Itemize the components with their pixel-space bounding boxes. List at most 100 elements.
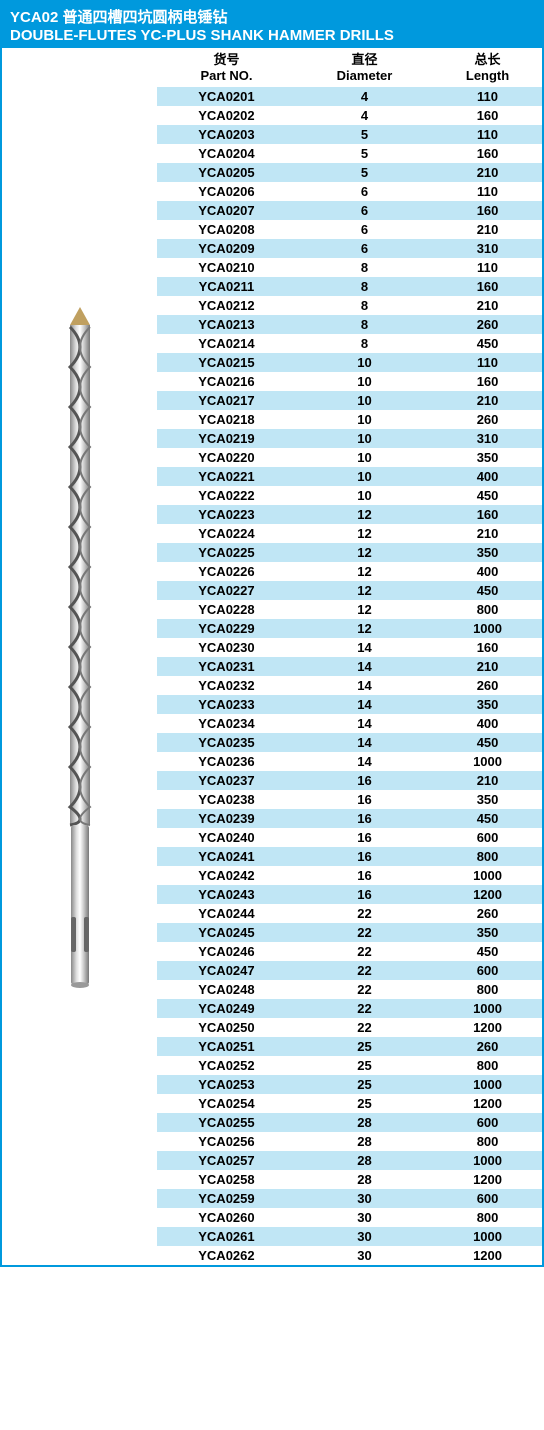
table-row: YCA022312160 (157, 505, 542, 524)
table-row: YCA021710210 (157, 391, 542, 410)
table-cell: 10 (296, 467, 433, 486)
table-cell: 22 (296, 942, 433, 961)
table-cell: YCA0216 (157, 372, 296, 391)
table-cell: 260 (433, 904, 542, 923)
product-spec-container: YCA02 普通四槽四坑圆柄电锤钻 DOUBLE-FLUTES YC-PLUS … (0, 0, 544, 1267)
table-cell: 14 (296, 638, 433, 657)
table-cell: YCA0250 (157, 1018, 296, 1037)
table-cell: YCA0213 (157, 315, 296, 334)
table-row: YCA02024160 (157, 106, 542, 125)
table-cell: 14 (296, 657, 433, 676)
table-cell: 30 (296, 1208, 433, 1227)
table-cell: 160 (433, 638, 542, 657)
table-row: YCA0249221000 (157, 999, 542, 1018)
table-cell: 1000 (433, 1075, 542, 1094)
table-cell: 22 (296, 923, 433, 942)
table-row: YCA02086210 (157, 220, 542, 239)
table-row: YCA022512350 (157, 543, 542, 562)
table-cell: 14 (296, 714, 433, 733)
table-cell: 14 (296, 676, 433, 695)
title-english: DOUBLE-FLUTES YC-PLUS SHANK HAMMER DRILL… (10, 27, 534, 44)
table-cell: 22 (296, 961, 433, 980)
table-cell: YCA0243 (157, 885, 296, 904)
table-cell: 10 (296, 372, 433, 391)
table-cell: YCA0212 (157, 296, 296, 315)
table-cell: YCA0209 (157, 239, 296, 258)
table-cell: 12 (296, 543, 433, 562)
table-row: YCA021910310 (157, 429, 542, 448)
table-cell: 160 (433, 201, 542, 220)
table-row: YCA022010350 (157, 448, 542, 467)
table-row: YCA024722600 (157, 961, 542, 980)
table-row: YCA02035110 (157, 125, 542, 144)
table-row: YCA024116800 (157, 847, 542, 866)
table-cell: 160 (433, 106, 542, 125)
table-row: YCA021610160 (157, 372, 542, 391)
table-row: YCA024622450 (157, 942, 542, 961)
table-row: YCA025528600 (157, 1113, 542, 1132)
table-cell: YCA0259 (157, 1189, 296, 1208)
table-cell: 1000 (433, 1227, 542, 1246)
table-row: YCA022412210 (157, 524, 542, 543)
table-cell: YCA0207 (157, 201, 296, 220)
table-cell: 400 (433, 714, 542, 733)
table-row: YCA02076160 (157, 201, 542, 220)
table-row: YCA0242161000 (157, 866, 542, 885)
table-row: YCA0229121000 (157, 619, 542, 638)
table-cell: 1200 (433, 1094, 542, 1113)
table-row: YCA0243161200 (157, 885, 542, 904)
table-row: YCA024822800 (157, 980, 542, 999)
table-cell: 10 (296, 391, 433, 410)
table-cell: YCA0206 (157, 182, 296, 201)
table-cell: 110 (433, 125, 542, 144)
table-cell: 16 (296, 809, 433, 828)
table-row: YCA02045160 (157, 144, 542, 163)
table-cell: 5 (296, 144, 433, 163)
table-cell: YCA0246 (157, 942, 296, 961)
table-cell: YCA0260 (157, 1208, 296, 1227)
column-header: 货号Part NO. (157, 48, 296, 87)
table-cell: 800 (433, 847, 542, 866)
table-cell: 6 (296, 220, 433, 239)
table-cell: 16 (296, 866, 433, 885)
table-row: YCA025125260 (157, 1037, 542, 1056)
table-row: YCA023414400 (157, 714, 542, 733)
table-cell: 8 (296, 334, 433, 353)
table-cell: 600 (433, 1113, 542, 1132)
table-row: YCA0236141000 (157, 752, 542, 771)
table-cell: 210 (433, 771, 542, 790)
table-cell: 800 (433, 1056, 542, 1075)
table-cell: 14 (296, 752, 433, 771)
table-cell: YCA0258 (157, 1170, 296, 1189)
table-row: YCA023716210 (157, 771, 542, 790)
table-cell: YCA0230 (157, 638, 296, 657)
table-row: YCA02148450 (157, 334, 542, 353)
table-cell: 350 (433, 695, 542, 714)
table-head: 货号Part NO.直径Diameter总长Length (157, 48, 542, 87)
table-cell: YCA0227 (157, 581, 296, 600)
table-cell: YCA0203 (157, 125, 296, 144)
table-cell: YCA0218 (157, 410, 296, 429)
table-cell: YCA0234 (157, 714, 296, 733)
table-cell: 14 (296, 733, 433, 752)
drill-bit-icon (55, 307, 105, 1007)
table-row: YCA0257281000 (157, 1151, 542, 1170)
table-cell: 110 (433, 182, 542, 201)
table-cell: 210 (433, 220, 542, 239)
table-cell: YCA0241 (157, 847, 296, 866)
table-cell: YCA0205 (157, 163, 296, 182)
table-cell: 1000 (433, 1151, 542, 1170)
table-cell: 12 (296, 562, 433, 581)
table-cell: YCA0244 (157, 904, 296, 923)
table-row: YCA025930600 (157, 1189, 542, 1208)
table-cell: 450 (433, 942, 542, 961)
table-row: YCA025225800 (157, 1056, 542, 1075)
table-row: YCA024422260 (157, 904, 542, 923)
table-cell: YCA0214 (157, 334, 296, 353)
table-cell: 16 (296, 847, 433, 866)
table-cell: 400 (433, 562, 542, 581)
table-cell: 30 (296, 1227, 433, 1246)
table-cell: YCA0255 (157, 1113, 296, 1132)
table-cell: YCA0253 (157, 1075, 296, 1094)
table-cell: 6 (296, 201, 433, 220)
